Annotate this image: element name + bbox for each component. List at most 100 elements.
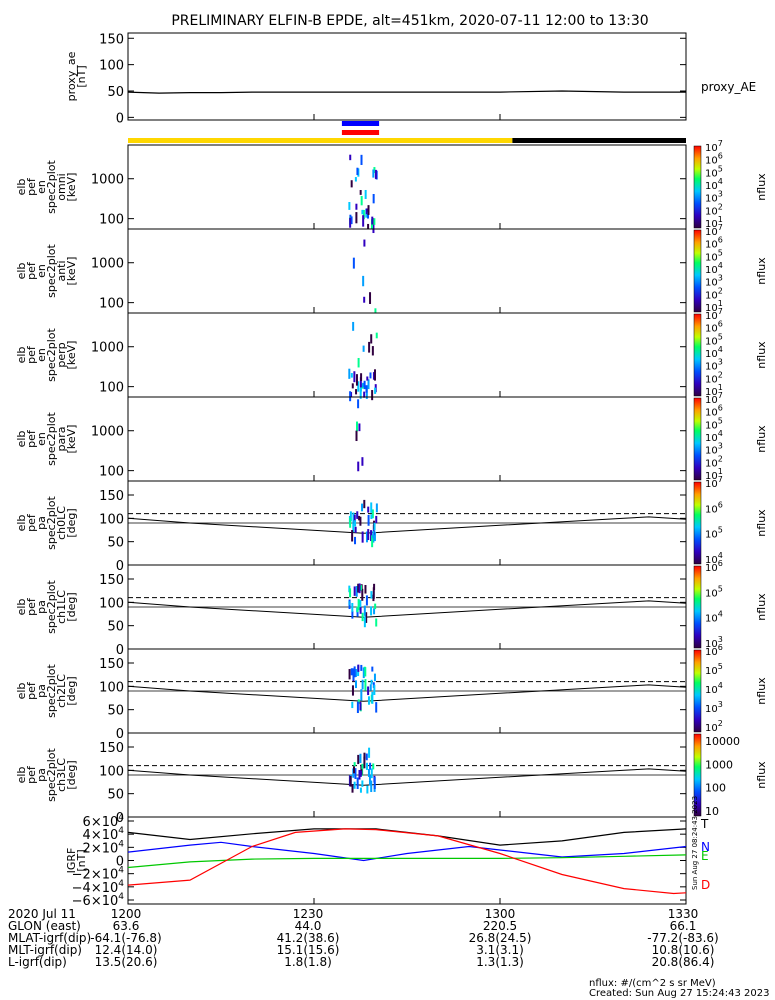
heat-cell-pa_ch3LC-5: [365, 762, 368, 770]
ylabel-en_anti-1: pef: [25, 261, 38, 280]
heat-cell-pa_ch2LC-21: [375, 702, 378, 713]
heat-cell-pa_ch2LC-11: [357, 699, 360, 704]
yticklabel-igrf-1: −4×104: [72, 879, 125, 896]
heat-cell-en_perp-7: [353, 371, 356, 383]
yticklabel-en_anti-0: 100: [99, 297, 124, 312]
ephemeris-value: 26.8(24.5): [468, 931, 532, 945]
heat-cell-pa_ch2LC-22: [353, 666, 356, 678]
heat-cell-pa_ch1LC-1: [373, 608, 376, 615]
yticklabel-pa_ch0LC-0: 0: [116, 559, 124, 574]
ephemeris-value: 44.0: [294, 919, 322, 933]
heat-cell-en_omni-19: [367, 205, 370, 215]
yticklabel-pa_ch1LC-1: 50: [107, 620, 124, 635]
heat-cell-pa_ch1LC-13: [363, 605, 366, 616]
heat-cell-pa_ch1LC-26: [357, 583, 360, 593]
heat-cell-en_omni-5: [373, 167, 376, 174]
ylabel-proxy_ae-1: [nT]: [75, 65, 88, 87]
heat-cell-en_omni-4: [350, 180, 353, 188]
yticklabel-exp-igrf-6: 4: [118, 813, 124, 823]
heat-cell-pa_ch3LC-24: [353, 766, 356, 774]
bar-black: [512, 138, 686, 143]
heat-cell-pa_ch0LC-13: [365, 531, 368, 543]
heat-cell-pa_ch2LC-24: [359, 701, 362, 711]
yticklabel-en_para-0: 100: [99, 465, 124, 480]
heat-cell-pa_ch3LC-14: [373, 777, 376, 789]
heat-cell-pa_ch2LC-3: [354, 680, 357, 689]
colorbar-tick-exp-pa_ch1LC-0: 3: [718, 635, 723, 644]
colorbar-tick-exp-en_omni-3: 4: [718, 177, 723, 186]
ylabel-en_para-3: spec2plot: [45, 412, 58, 466]
heat-cell-en_perp-22: [362, 345, 365, 352]
colorbar-tick-pa_ch0LC-1: 105: [705, 526, 723, 541]
heat-cell-pa_ch3LC-32: [361, 763, 364, 770]
heat-cell-en_perp-18: [373, 369, 376, 381]
colorbar-label-pa_ch0LC: nflux: [755, 509, 768, 537]
colorbar-en_anti: [693, 229, 702, 313]
losscone-line-pa_ch1LC: [127, 600, 687, 618]
heat-cell-pa_ch1LC-10: [351, 610, 354, 619]
heat-cell-pa_ch0LC-33: [372, 534, 375, 539]
yticklabel-exp-igrf-0: 4: [118, 892, 124, 902]
heat-cell-pa_ch0LC-32: [371, 535, 374, 548]
yticklabel-en_anti-1: 1000: [91, 257, 124, 272]
heat-cell-pa_ch3LC-31: [358, 769, 361, 780]
ephemeris-value: 1300: [484, 907, 516, 921]
yticklabel-pa_ch3LC-0: 0: [116, 811, 124, 826]
colorbar-tick-exp-en_anti-1: 2: [718, 286, 723, 295]
colorbar-en_para: [693, 397, 702, 481]
heat-cell-en_para-5: [357, 461, 360, 472]
ephemeris-value: 1200: [110, 907, 142, 921]
heat-cell-pa_ch2LC-2: [351, 701, 354, 709]
colorbar-tick-pa_ch3LC-2: 1000: [705, 758, 733, 771]
colorbar-tick-pa_ch2LC-0: 102: [705, 719, 723, 734]
heat-cell-en_perp-9: [374, 387, 377, 394]
ephemeris-value: 1.8(1.8): [284, 955, 332, 969]
ylabel-pa_ch3LC-3: spec2plot: [45, 748, 58, 802]
igrf-legend-E: E: [701, 849, 709, 863]
heat-cell-pa_ch0LC-22: [361, 531, 364, 543]
ephemeris-value: 1330: [667, 907, 699, 921]
colorbar-tick-exp-en_perp-6: 7: [718, 307, 723, 316]
heat-cell-pa_ch2LC-18: [371, 666, 374, 672]
heat-cell-pa_ch1LC-32: [358, 583, 361, 594]
colorbar-en_perp: [693, 313, 702, 397]
ylabel-igrf-0: IGRF: [65, 848, 78, 874]
ylabel-en_anti-3: spec2plot: [45, 244, 58, 298]
heat-cell-pa_ch1LC-15: [374, 603, 377, 610]
ylabel-pa_ch2LC-5: [deg]: [65, 676, 78, 705]
heat-cell-pa_ch3LC-26: [363, 752, 366, 759]
heat-cell-en_omni-2: [365, 208, 368, 215]
colorbar-tick-exp-pa_ch2LC-3: 5: [718, 662, 723, 671]
heat-cell-pa_ch0LC-1: [351, 530, 354, 542]
heat-cell-pa_ch0LC-4: [361, 503, 364, 512]
heat-cell-pa_ch0LC-17: [371, 509, 374, 519]
heat-cell-en_perp-30: [363, 380, 366, 390]
heat-cell-en_perp-27: [366, 376, 369, 381]
colorbar-label-pa_ch1LC: nflux: [755, 593, 768, 621]
yticklabel-proxy_ae-2: 100: [99, 59, 124, 74]
heat-cell-en_perp-4: [355, 389, 358, 395]
ephemeris-value: 66.1: [669, 919, 697, 933]
colorbar-pa_ch2LC: [693, 649, 702, 733]
heat-cell-pa_ch0LC-21: [370, 514, 373, 519]
ephemeris-value: 15.1(15.6): [276, 943, 340, 957]
heat-cell-en_perp-19: [359, 384, 362, 392]
plot-title: PRELIMINARY ELFIN-B EPDE, alt=451km, 202…: [171, 13, 648, 29]
heat-cell-pa_ch3LC-18: [370, 780, 373, 793]
igrf-legend-N: N: [701, 840, 710, 854]
heat-cell-en_perp-1: [372, 372, 375, 380]
ephemeris-label: L-igrf(dip): [8, 955, 67, 969]
colorbar-tick-exp-pa_ch1LC-3: 6: [718, 559, 723, 568]
yticklabel-pa_ch2LC-3: 150: [99, 657, 124, 672]
heat-cell-pa_ch2LC-33: [352, 668, 355, 681]
heat-cell-en_para-4: [361, 457, 364, 466]
heat-cell-en_omni-25: [364, 189, 367, 199]
heat-cell-en_anti-3: [374, 308, 377, 313]
panel-pa_ch2LC: elbpefpaspec2plotch2LC[deg]050100150nflu…: [15, 643, 768, 742]
colorbar-tick-exp-pa_ch1LC-2: 5: [718, 584, 723, 593]
heat-cell-en_perp-11: [362, 382, 365, 388]
ylabel-en_para-1: pef: [25, 429, 38, 448]
heat-cell-pa_ch0LC-28: [375, 515, 378, 524]
igrf-legend-D: D: [701, 878, 710, 892]
